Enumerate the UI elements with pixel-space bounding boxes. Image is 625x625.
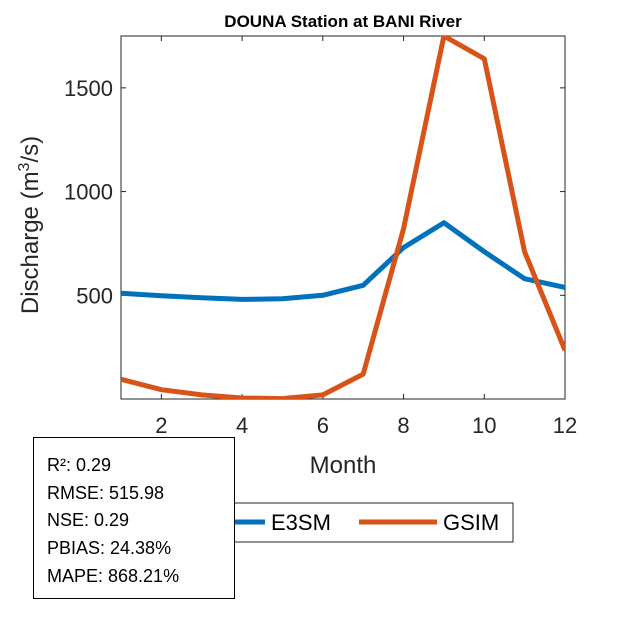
x-tick-label: 12 — [553, 413, 577, 438]
legend: E3SM GSIM — [209, 502, 514, 543]
plot-area: 2 4 6 8 10 12 500 1000 1500 — [64, 35, 577, 438]
series-line-e3sm — [121, 220, 565, 302]
y-axis-label-suffix: /s) — [17, 136, 44, 163]
stat-rmse: RMSE: 515.98 — [47, 483, 165, 503]
stat-mape: MAPE: 868.21% — [47, 566, 180, 586]
stat-pbias: PBIAS: 24.38% — [47, 538, 172, 558]
x-tick-label: 4 — [236, 413, 248, 438]
x-axis-label: Month — [310, 452, 377, 479]
plot-background — [121, 36, 565, 399]
y-axis-label: Discharge (m3/s) — [16, 136, 44, 314]
stat-nse: NSE: 0.29 — [47, 510, 130, 530]
series-layer — [121, 36, 565, 399]
x-tick-label: 2 — [155, 413, 167, 438]
stat-r2: R²: 0.29 — [47, 455, 112, 475]
plot-frame — [120, 35, 566, 400]
legend-label-gsim: GSIM — [443, 510, 499, 535]
y-tick-label: 500 — [76, 283, 113, 308]
legend-label-e3sm: E3SM — [271, 510, 331, 535]
y-tick-label: 1500 — [64, 76, 113, 101]
y-axis-label-main: Discharge (m — [17, 171, 44, 314]
series-line-gsim — [121, 36, 565, 399]
x-tick-label: 8 — [397, 413, 409, 438]
y-axis-label-superscript: 3 — [16, 162, 33, 171]
y-tick-label: 1000 — [64, 180, 113, 205]
x-tick-label: 6 — [317, 413, 329, 438]
x-tick-label: 10 — [472, 413, 496, 438]
statistics-box: R²: 0.29 RMSE: 515.98 NSE: 0.29 PBIAS: 2… — [33, 437, 235, 599]
chart-title: DOUNA Station at BANI River — [224, 12, 462, 31]
